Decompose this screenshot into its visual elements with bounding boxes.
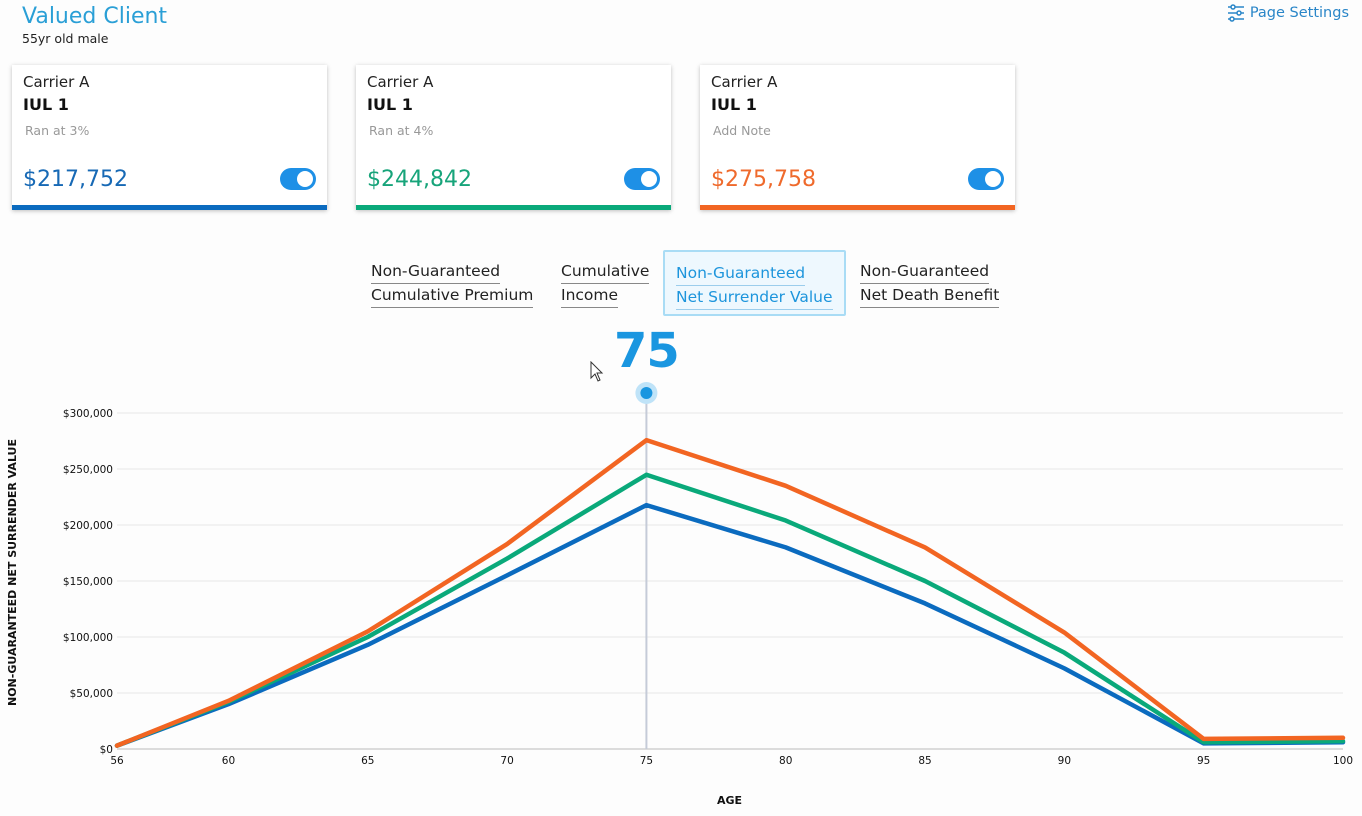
product-name: IUL 1: [367, 95, 413, 114]
x-tick-label: 100: [1333, 755, 1353, 767]
y-tick-label: $50,000: [70, 688, 113, 700]
x-tick-label: 85: [918, 755, 931, 767]
product-name: IUL 1: [711, 95, 757, 114]
y-tick-label: $0: [100, 744, 113, 756]
x-tick-label: 80: [779, 755, 792, 767]
policy-card-2[interactable]: Carrier A IUL 1 Ran at 4% $244,842: [356, 65, 671, 210]
carrier-name: Carrier A: [711, 73, 778, 91]
mouse-pointer-icon: [590, 361, 604, 382]
series-line-2: [114, 472, 1346, 748]
card-amount: $275,758: [711, 167, 816, 192]
y-tick-label: $100,000: [63, 632, 113, 644]
policy-card-3[interactable]: Carrier A IUL 1 Add Note $275,758: [700, 65, 1015, 210]
card-color-bar: [700, 205, 1015, 210]
x-tick-label: 75: [640, 755, 653, 767]
y-tick-label: $300,000: [63, 408, 113, 420]
tab-cumulative-income[interactable]: Cumulative Income: [561, 260, 650, 308]
card-toggle[interactable]: [624, 168, 660, 190]
card-note[interactable]: Ran at 3%: [25, 123, 90, 138]
card-amount: $217,752: [23, 167, 128, 192]
carrier-name: Carrier A: [367, 73, 434, 91]
y-axis-title: NON-GUARANTEED NET SURRENDER VALUE: [6, 438, 19, 706]
card-amount: $244,842: [367, 167, 472, 192]
carrier-name: Carrier A: [23, 73, 90, 91]
page-settings-button[interactable]: Page Settings: [1226, 3, 1349, 23]
page-settings-label: Page Settings: [1249, 5, 1349, 21]
tab-label-line2: Net Death Benefit: [860, 284, 1000, 308]
tab-cumulative-premium[interactable]: Non-Guaranteed Cumulative Premium: [371, 260, 534, 308]
tab-net-death-benefit[interactable]: Non-Guaranteed Net Death Benefit: [860, 260, 1000, 308]
card-note[interactable]: Add Note: [713, 123, 771, 138]
tab-label-line2: Net Surrender Value: [676, 286, 833, 310]
x-axis-title: AGE: [717, 794, 743, 807]
x-tick-label: 70: [500, 755, 513, 767]
selected-age-label: 75: [614, 323, 680, 379]
x-tick-label: 56: [110, 755, 124, 767]
sliders-icon: [1227, 4, 1244, 22]
tab-label-line2: Cumulative Premium: [371, 284, 534, 308]
x-tick-label: 65: [361, 755, 374, 767]
card-toggle[interactable]: [968, 168, 1004, 190]
client-description: 55yr old male: [22, 31, 109, 46]
card-note[interactable]: Ran at 4%: [369, 123, 434, 138]
policy-card-1[interactable]: Carrier A IUL 1 Ran at 3% $217,752: [12, 65, 327, 210]
y-tick-label: $250,000: [63, 464, 113, 476]
card-toggle[interactable]: [280, 168, 316, 190]
product-name: IUL 1: [23, 95, 69, 114]
card-color-bar: [12, 205, 327, 210]
tab-net-surrender-value[interactable]: Non-Guaranteed Net Surrender Value: [663, 250, 846, 316]
age-handle: [640, 387, 653, 399]
tab-label-line2: Income: [561, 284, 619, 308]
series-line-1: [114, 502, 1346, 748]
x-tick-label: 95: [1197, 755, 1210, 767]
client-name: Valued Client: [22, 4, 168, 29]
series-line-3: [114, 437, 1346, 748]
x-tick-label: 90: [1058, 755, 1071, 767]
card-color-bar: [356, 205, 671, 210]
x-tick-label: 60: [222, 755, 235, 767]
y-tick-label: $150,000: [63, 576, 113, 588]
y-tick-label: $200,000: [63, 520, 113, 532]
